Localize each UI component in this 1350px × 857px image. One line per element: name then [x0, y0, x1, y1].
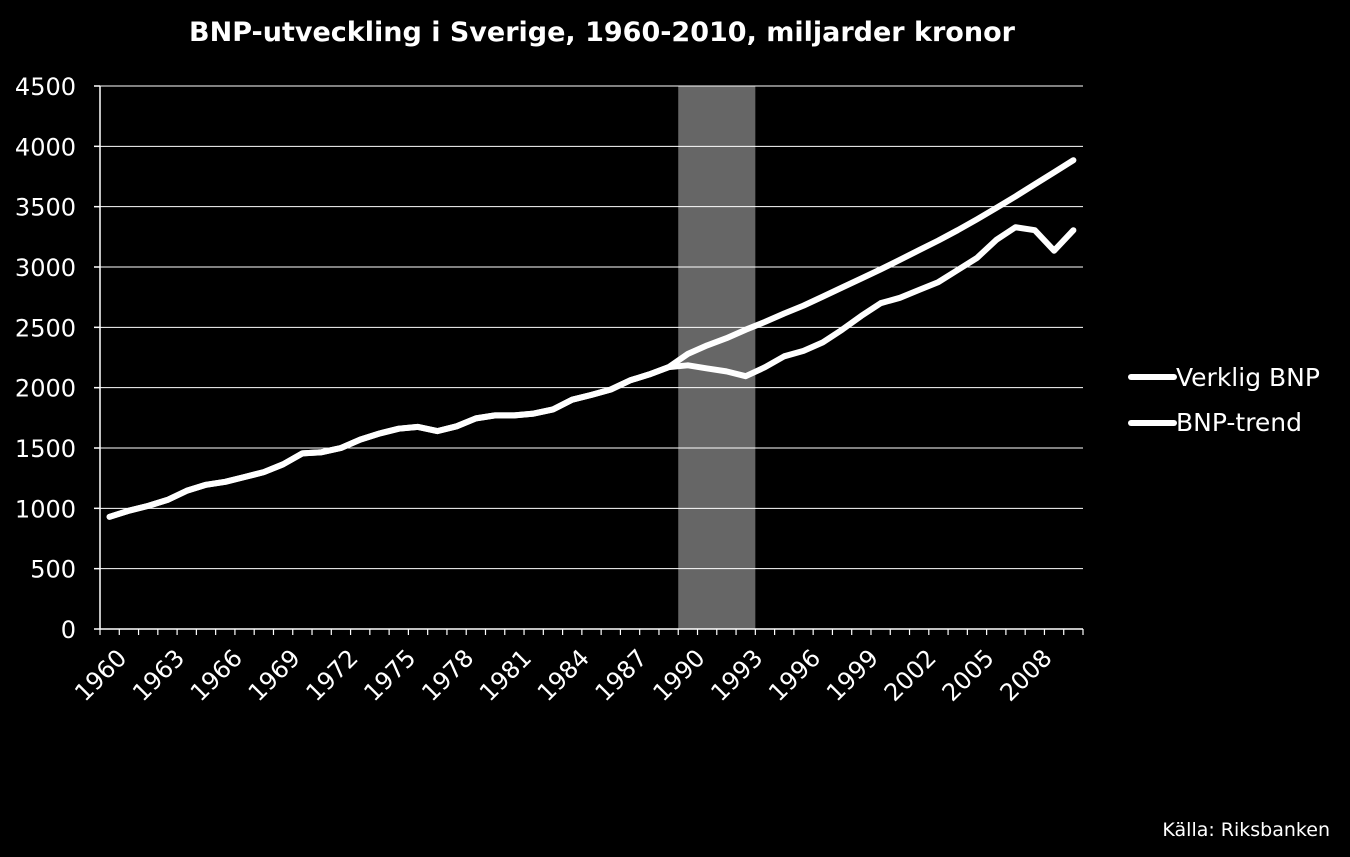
axes	[99, 86, 1083, 630]
shaded-region	[678, 86, 756, 629]
shaded-region-layer	[678, 86, 756, 629]
y-tick-label-1500: 1500	[15, 435, 76, 463]
series-line-bnp-trend	[106, 157, 1077, 520]
y-tick-label-0: 0	[61, 616, 76, 644]
y-tick-label-500: 500	[30, 556, 76, 584]
y-tick-label-2500: 2500	[15, 314, 76, 342]
legend: Verklig BNP BNP-trend	[1128, 363, 1320, 437]
y-tick-label-4000: 4000	[15, 133, 76, 161]
y-tick-label-2000: 2000	[15, 375, 76, 403]
legend-label-bnp-trend: BNP-trend	[1176, 408, 1302, 437]
y-tick-label-3500: 3500	[15, 194, 76, 222]
y-tick-label-4500: 4500	[15, 73, 76, 101]
y-tick-label-1000: 1000	[15, 495, 76, 523]
source-note: Källa: Riksbanken	[1162, 819, 1330, 841]
y-tick-label-3000: 3000	[15, 254, 76, 282]
series-lines	[106, 157, 1077, 520]
chart-title: BNP-utveckling i Sverige, 1960-2010, mil…	[189, 17, 1016, 48]
legend-label-verklig-bnp: Verklig BNP	[1176, 363, 1320, 392]
y-axis-ticks: 0 500 1000 1500 2000 2500 3000 3500 4000 4500	[15, 73, 100, 644]
gridlines	[100, 85, 1083, 570]
